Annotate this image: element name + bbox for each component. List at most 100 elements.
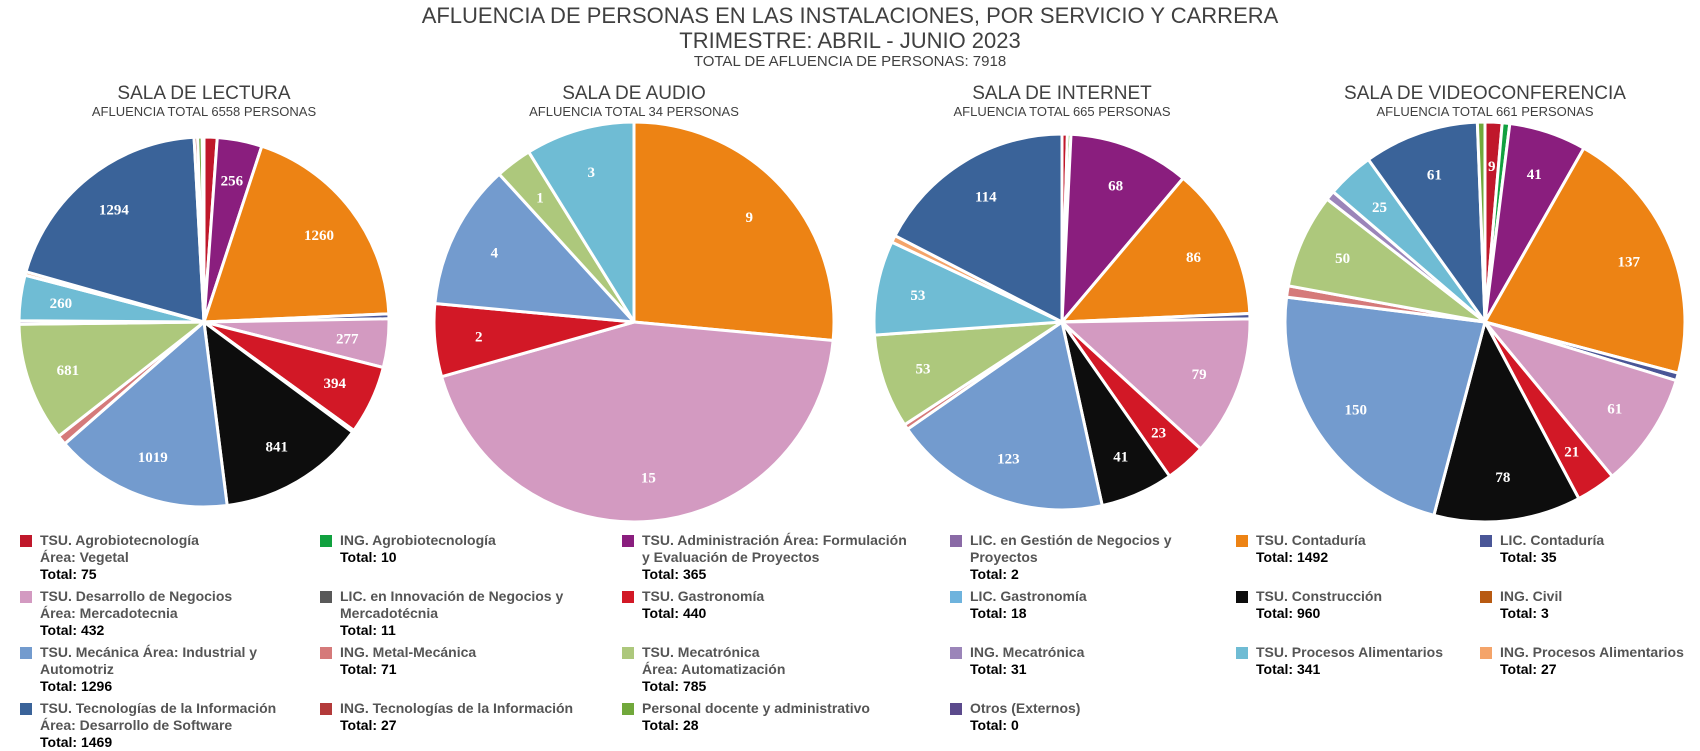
pie-heading-videoconferencia: SALA DE VIDEOCONFERENCIA AFLUENCIA TOTAL…: [1305, 84, 1665, 120]
legend-total: Total: 3: [1500, 605, 1549, 621]
legend-label: TSU. Contaduría: [1256, 532, 1366, 548]
legend-label: TSU. Mecatrónica: [642, 644, 760, 660]
pie-slice-audio-tsu-desarrollo: [440, 320, 835, 524]
pie-subtitle-internet: AFLUENCIA TOTAL 665 PERSONAS: [953, 104, 1171, 119]
legend-swatch: [950, 591, 962, 603]
pie-slice-videoconferencia-tsu-ti: [1366, 120, 1487, 324]
pie-slice-lectura-tsu-mecatronica: [17, 320, 206, 438]
legend-total: Total: 1492: [1256, 549, 1329, 565]
data-label-lectura-tsu-mecatronica: 681: [57, 363, 80, 379]
legend-swatch: [1236, 591, 1248, 603]
pie-heading-audio: SALA DE AUDIO AFLUENCIA TOTAL 34 PERSONA…: [454, 84, 814, 120]
data-label-internet-tsu-ti: 114: [975, 190, 997, 206]
total-title: TOTAL DE AFLUENCIA DE PERSONAS: 7918: [693, 53, 1007, 70]
legend-label: Proyectos: [970, 549, 1038, 565]
data-label-videoconferencia-tsu-construccion: 78: [1495, 470, 1510, 486]
data-label-audio-tsu-contaduria: 9: [746, 210, 754, 226]
legend-label: TSU. Procesos Alimentarios: [1256, 644, 1443, 660]
legend-item-tsu-admin: TSU. Administración Área: Formulación y E…: [622, 532, 922, 583]
legend-label: Área: Vegetal: [40, 549, 129, 565]
legend-total: Total: 365: [642, 566, 707, 582]
pie-slice-audio-tsu-procesos: [527, 120, 636, 324]
pie-heading-lectura: SALA DE LECTURA AFLUENCIA TOTAL 6558 PER…: [24, 84, 384, 120]
legend-swatch: [320, 535, 332, 547]
data-label-lectura-tsu-ti: 1294: [99, 202, 130, 218]
legend-label: ING. Civil: [1500, 588, 1563, 604]
legend-item-ing-ti: ING. Tecnologías de la Información Total:…: [320, 700, 620, 734]
data-label-internet-tsu-gastronomia: 23: [1151, 425, 1166, 441]
legend-item-tsu-desarrollo: TSU. Desarrollo de Negocios Área: Mercado…: [20, 588, 320, 639]
legend-swatch: [622, 703, 634, 715]
legend-swatch: [1236, 535, 1248, 547]
legend-item-ing-procesos: ING. Procesos Alimentarios Total: 27: [1480, 644, 1700, 678]
pie-slice-videoconferencia-tsu-desarrollo: [1483, 320, 1678, 478]
data-label-audio-tsu-procesos: 3: [588, 165, 596, 181]
data-label-audio-tsu-desarrollo: 15: [641, 470, 656, 486]
pie-lectura: 256 1260 277 394 841 1019 681 260 1294: [17, 135, 391, 509]
legend-swatch: [950, 535, 962, 547]
data-label-lectura-tsu-gastronomia: 394: [323, 376, 346, 392]
legend-label: LIC. en Gestión de Negocios y: [970, 532, 1172, 548]
pie-slice-videoconferencia-tsu-construccion: [1432, 320, 1581, 524]
pie-slice-lectura-tsu-contaduria: [202, 144, 391, 324]
legend-item-tsu-ti: TSU. Tecnologías de la Información Área: …: [20, 700, 320, 751]
pie-internet: 68 86 79 23 41 123 53 53 114: [872, 132, 1252, 512]
legend-label: LIC. Gastronomía: [970, 588, 1087, 604]
legend-item-tsu-mecanica: TSU. Mecánica Área: Industrial y Automotr…: [20, 644, 320, 695]
legend-label: ING. Agrobiotecnología: [340, 532, 496, 548]
legend-total: Total: 27: [1500, 661, 1557, 677]
legend-item-tsu-mecatronica: TSU. Mecatrónica Área: Automatización Tota…: [622, 644, 922, 695]
pie-slice-videoconferencia-personal: [1475, 120, 1487, 324]
data-label-internet-tsu-desarrollo: 79: [1192, 367, 1207, 383]
legend-swatch: [950, 647, 962, 659]
legend-item-ing-mecatronica: ING. Mecatrónica Total: 31: [950, 644, 1250, 678]
data-label-videoconferencia-tsu-desarrollo: 61: [1607, 402, 1622, 418]
pie-slice-videoconferencia-tsu-contaduria: [1483, 146, 1687, 375]
legend-swatch: [622, 647, 634, 659]
pie-slice-lectura-tsu-ti: [24, 135, 206, 324]
legend-item-ing-agro: ING. Agrobiotecnología Total: 10: [320, 532, 620, 566]
legend-swatch: [320, 703, 332, 715]
data-label-videoconferencia-tsu-procesos: 25: [1372, 200, 1387, 216]
data-label-lectura-tsu-admin: 256: [221, 173, 244, 189]
legend-label: y Evaluación de Proyectos: [642, 549, 820, 565]
legend-item-tsu-agro: TSU. Agrobiotecnología Área: Vegetal Total…: [20, 532, 320, 583]
data-label-internet-tsu-contaduria: 86: [1186, 250, 1202, 266]
data-label-internet-tsu-mecanica: 123: [997, 452, 1020, 468]
data-label-videoconferencia-tsu-mecanica: 150: [1344, 402, 1367, 418]
pie-subtitle-lectura: AFLUENCIA TOTAL 6558 PERSONAS: [91, 104, 317, 119]
legend-label: ING. Procesos Alimentarios: [1500, 644, 1684, 660]
legend-label: Área: Desarrollo de Software: [40, 717, 233, 733]
legend-item-personal: Personal docente y administrativo Total: …: [622, 700, 922, 734]
pie-slice-videoconferencia-tsu-mecatronica: [1286, 197, 1487, 324]
main-title: AFLUENCIA DE PERSONAS EN LAS INSTALACION…: [421, 3, 1279, 28]
legend-item-tsu-procesos: TSU. Procesos Alimentarios Total: 341: [1236, 644, 1536, 678]
pie-subtitle-videoconferencia: AFLUENCIA TOTAL 661 PERSONAS: [1376, 104, 1594, 119]
chart-header: AFLUENCIA DE PERSONAS EN LAS INSTALACION…: [0, 0, 1700, 71]
legend-total: Total: 785: [642, 678, 707, 694]
legend-label: LIC. Contaduría: [1500, 532, 1605, 548]
sub-title: TRIMESTRE: ABRIL - JUNIO 2023: [679, 28, 1021, 53]
legend-total: Total: 341: [1256, 661, 1321, 677]
legend-swatch: [20, 703, 32, 715]
legend-item-otros: Otros (Externos) Total: 0: [950, 700, 1250, 734]
legend-swatch: [622, 535, 634, 547]
legend-swatch: [320, 647, 332, 659]
legend-label: Otros (Externos): [970, 700, 1081, 716]
data-label-videoconferencia-tsu-admin: 41: [1527, 167, 1542, 183]
legend-swatch: [950, 703, 962, 715]
legend-swatch: [20, 647, 32, 659]
pie-slice-videoconferencia-tsu-mecanica: [1283, 295, 1487, 517]
legend-total: Total: 1296: [40, 678, 113, 694]
legend-total: Total: 18: [970, 605, 1027, 621]
pie-title-lectura: SALA DE LECTURA: [117, 83, 291, 104]
legend-item-tsu-gastronomia: TSU. Gastronomía Total: 440: [622, 588, 922, 622]
pie-videoconferencia: 9 41 137 61 21 78 150 50 25 61: [1283, 120, 1687, 524]
data-label-lectura-tsu-contaduria: 1260: [304, 228, 334, 244]
legend-swatch: [20, 591, 32, 603]
legend-label: ING. Mecatrónica: [970, 644, 1085, 660]
legend-swatch: [1480, 647, 1492, 659]
legend-item-lic-contaduria: LIC. Contaduría Total: 35: [1480, 532, 1700, 566]
legend-label: LIC. en Innovación de Negocios y: [340, 588, 564, 604]
